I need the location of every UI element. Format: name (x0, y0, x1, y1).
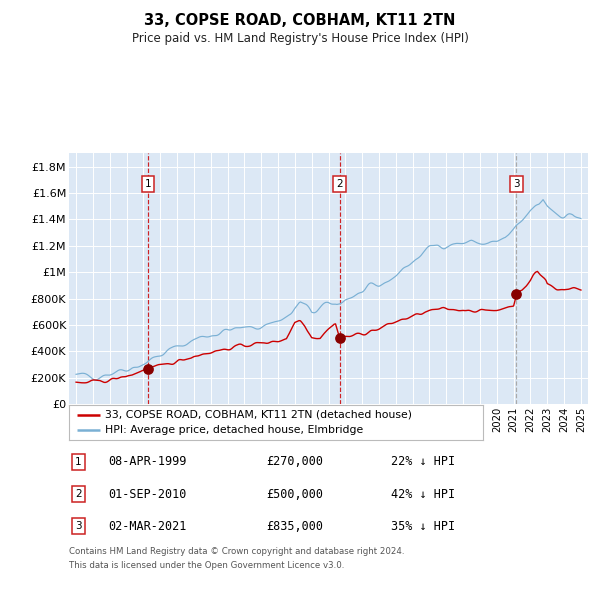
Text: 02-MAR-2021: 02-MAR-2021 (108, 520, 187, 533)
Text: This data is licensed under the Open Government Licence v3.0.: This data is licensed under the Open Gov… (69, 560, 344, 569)
Text: 33, COPSE ROAD, COBHAM, KT11 2TN (detached house): 33, COPSE ROAD, COBHAM, KT11 2TN (detach… (106, 409, 412, 419)
Text: £500,000: £500,000 (266, 487, 323, 500)
Text: 01-SEP-2010: 01-SEP-2010 (108, 487, 187, 500)
Text: 2: 2 (75, 489, 82, 499)
Text: 33, COPSE ROAD, COBHAM, KT11 2TN: 33, COPSE ROAD, COBHAM, KT11 2TN (145, 13, 455, 28)
Text: £835,000: £835,000 (266, 520, 323, 533)
Text: 1: 1 (75, 457, 82, 467)
Point (143, 364, 153, 373)
Text: 35% ↓ HPI: 35% ↓ HPI (391, 520, 455, 533)
Text: 2: 2 (337, 179, 343, 189)
Text: 22% ↓ HPI: 22% ↓ HPI (391, 455, 455, 468)
Text: 3: 3 (513, 179, 520, 189)
Text: Contains HM Land Registry data © Crown copyright and database right 2024.: Contains HM Land Registry data © Crown c… (69, 547, 404, 556)
Point (512, 289, 521, 299)
Text: 42% ↓ HPI: 42% ↓ HPI (391, 487, 455, 500)
Text: 1: 1 (145, 179, 151, 189)
Point (335, 333, 344, 343)
Text: Price paid vs. HM Land Registry's House Price Index (HPI): Price paid vs. HM Land Registry's House … (131, 32, 469, 45)
Text: HPI: Average price, detached house, Elmbridge: HPI: Average price, detached house, Elmb… (106, 425, 364, 435)
Text: £270,000: £270,000 (266, 455, 323, 468)
Text: 3: 3 (75, 521, 82, 531)
Text: 08-APR-1999: 08-APR-1999 (108, 455, 187, 468)
